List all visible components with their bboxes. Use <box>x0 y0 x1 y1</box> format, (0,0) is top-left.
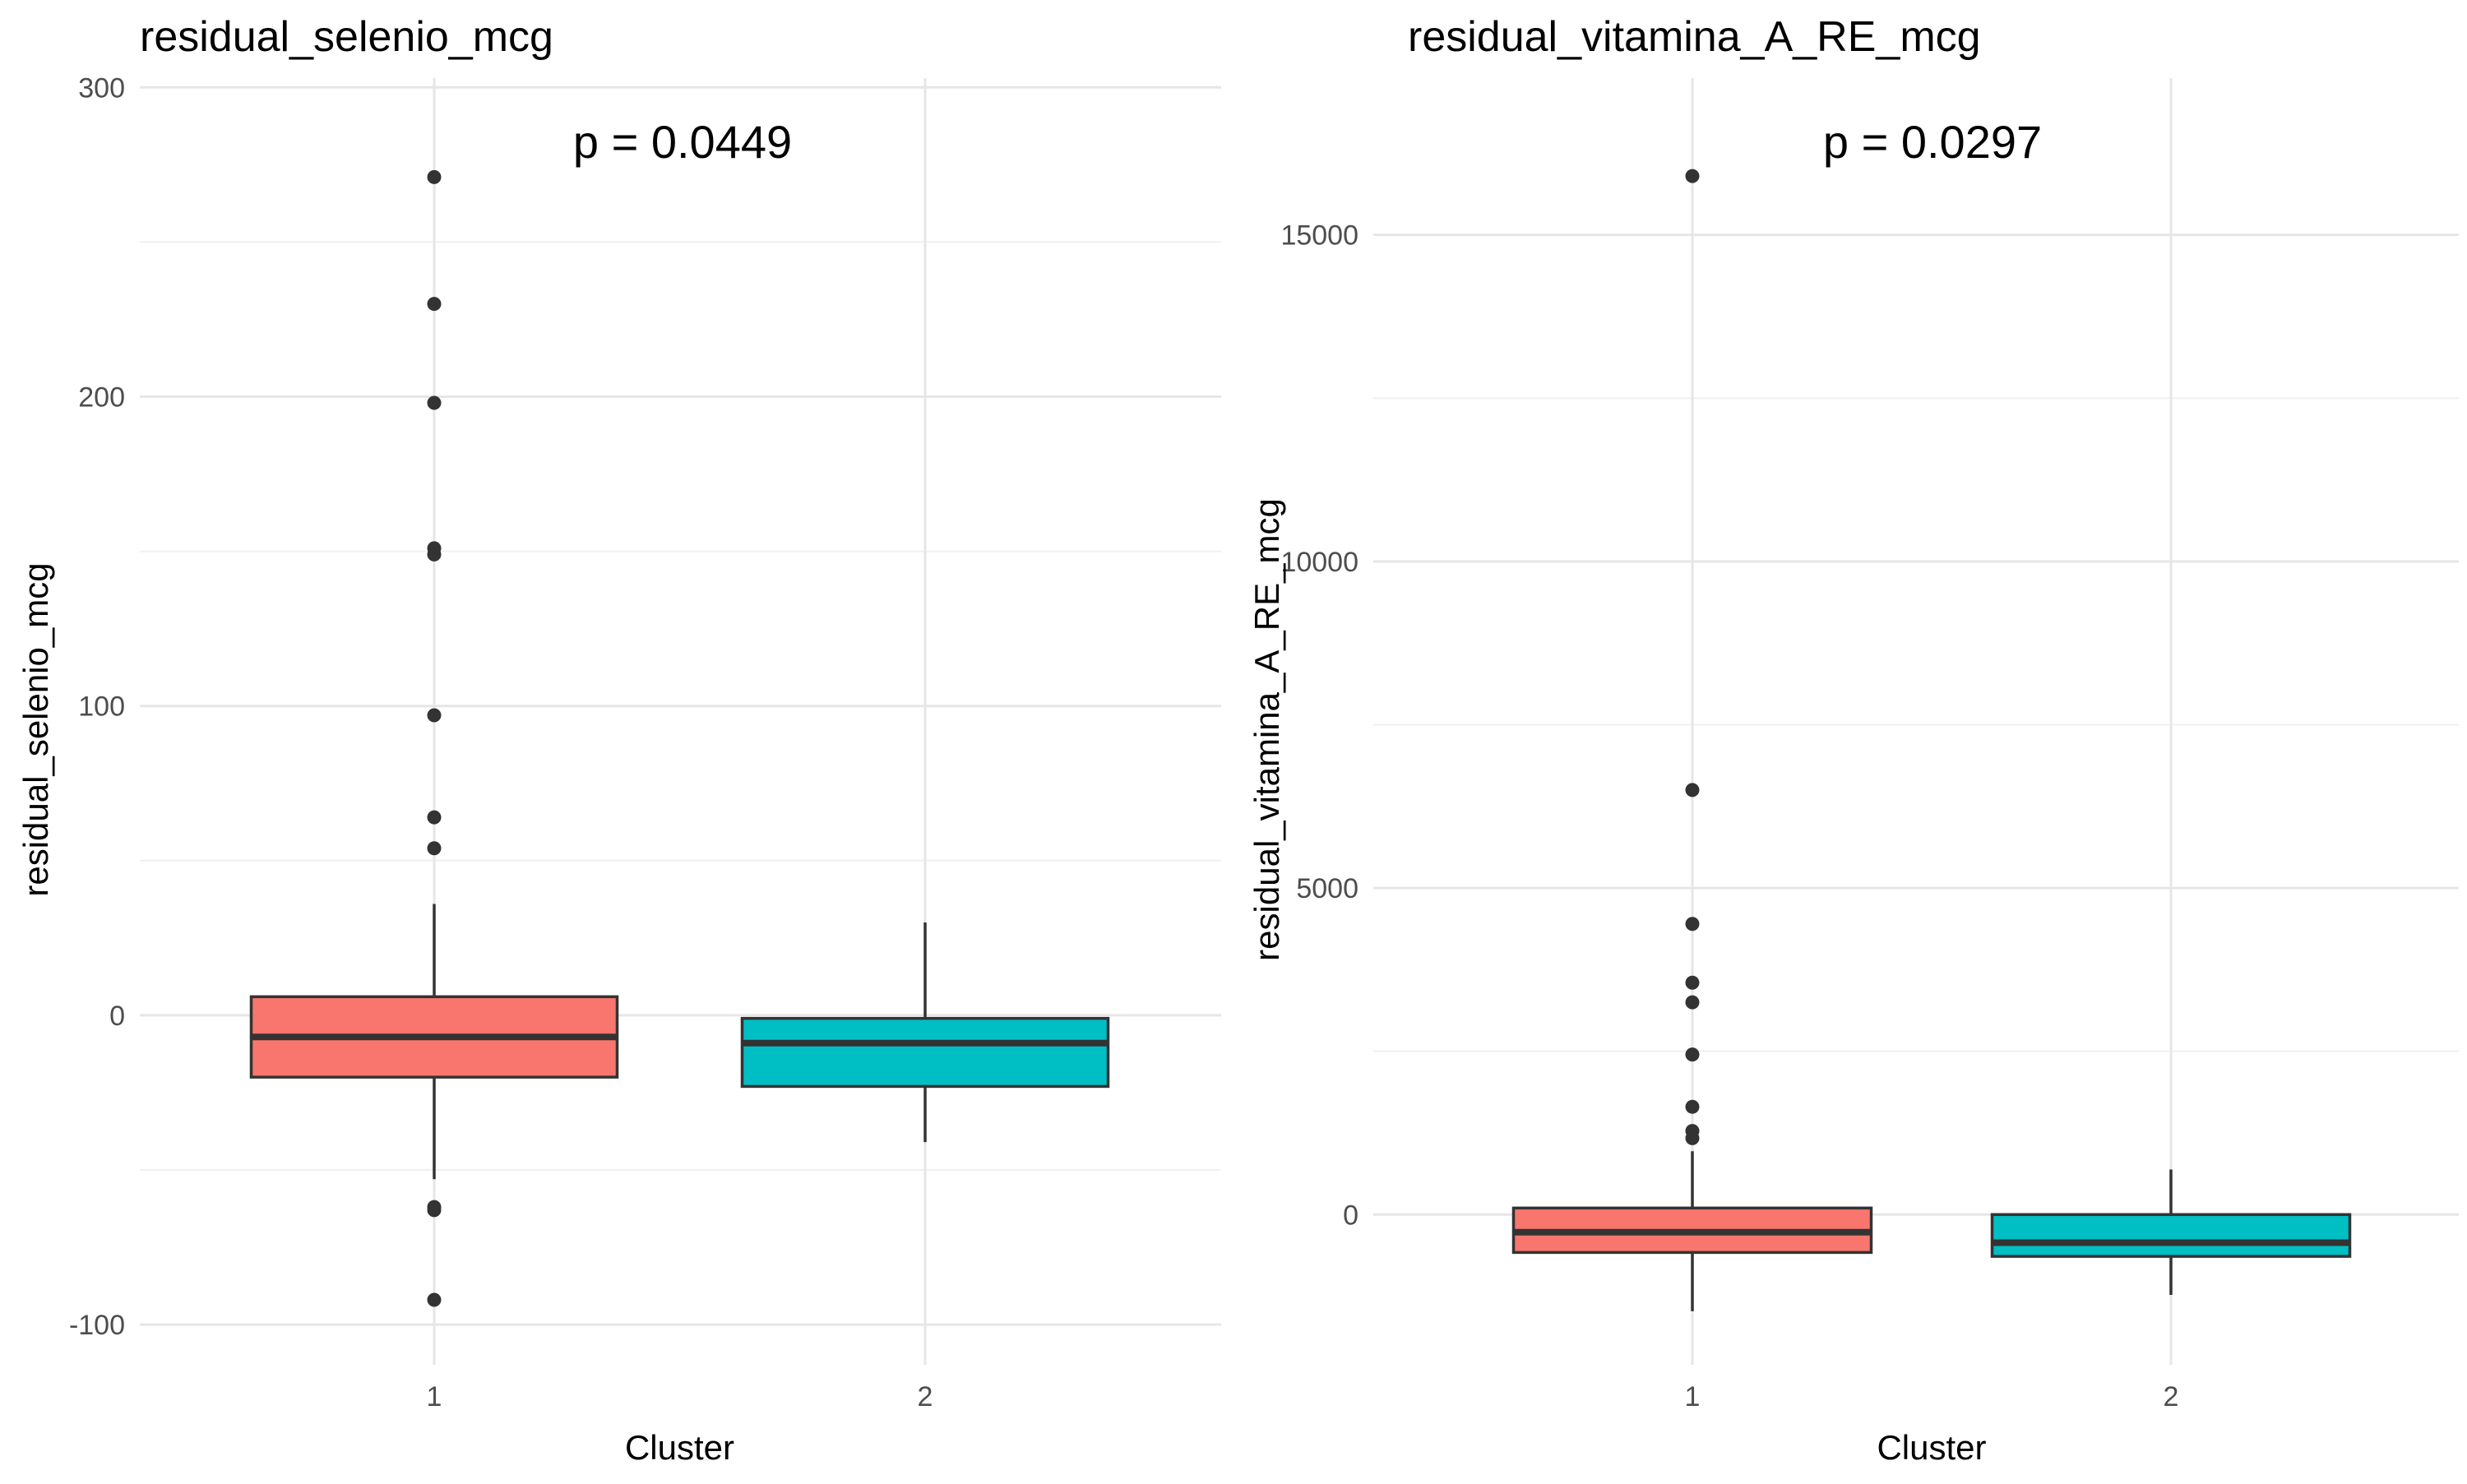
outlier-point <box>1685 783 1700 797</box>
outlier-point <box>427 708 442 723</box>
y-tick-label: 300 <box>78 72 125 104</box>
outlier-point <box>427 297 442 312</box>
box-cluster-2 <box>740 1016 1110 1089</box>
box-cluster-2 <box>1990 1213 2352 1258</box>
outlier-point <box>1685 995 1700 1010</box>
y-axis-title: residual_vitamina_A_RE_mcg <box>1247 498 1286 961</box>
outlier-point <box>427 395 442 410</box>
y-tick-label: 0 <box>1343 1200 1358 1231</box>
x-tick-label: 1 <box>427 1381 442 1412</box>
panel-selenio: -100 0 100 200 300 1 2 residual_selenio_mcg p = … <box>0 0 1234 1480</box>
chart-title: residual_vitamina_A_RE_mcg <box>1408 13 1981 61</box>
y-tick-label: 0 <box>109 1001 125 1032</box>
vitamina-a-boxplot: 0 5000 10000 15000 1 2 residual_vitamina_A_RE_… <box>1247 13 2459 1467</box>
y-tick-label: 15000 <box>1280 220 1358 252</box>
outlier-point <box>427 810 442 825</box>
outlier-point <box>1685 917 1700 932</box>
outlier-point <box>1685 975 1700 990</box>
panel-vitamina-a: 0 5000 10000 15000 1 2 residual_vitamina_A_RE_… <box>1234 0 2467 1480</box>
chart-title: residual_selenio_mcg <box>140 13 553 61</box>
outlier-point <box>427 169 442 184</box>
outlier-point <box>1685 1047 1700 1062</box>
outlier-point <box>427 841 442 856</box>
y-tick-label: 5000 <box>1296 873 1358 904</box>
x-tick-label: 2 <box>918 1381 933 1412</box>
outlier-point <box>427 547 442 562</box>
y-axis-title: residual_selenio_mcg <box>16 562 55 896</box>
outlier-point <box>427 1292 442 1307</box>
y-tick-label: -100 <box>69 1310 125 1341</box>
outlier-point <box>1685 1099 1700 1114</box>
outlier-point <box>1685 1130 1700 1145</box>
x-axis-title: Cluster <box>1877 1428 1986 1467</box>
x-axis-title: Cluster <box>625 1428 734 1467</box>
x-tick-label: 2 <box>2164 1381 2179 1412</box>
y-tick-label: 10000 <box>1280 547 1358 578</box>
p-value-annotation: p = 0.0449 <box>573 116 792 168</box>
y-tick-label: 200 <box>78 381 125 413</box>
x-tick-label: 1 <box>1685 1381 1701 1412</box>
outlier-point <box>1685 169 1700 183</box>
p-value-annotation: p = 0.0297 <box>1823 116 2042 168</box>
y-tick-label: 100 <box>78 691 125 723</box>
outlier-point <box>427 1203 442 1218</box>
